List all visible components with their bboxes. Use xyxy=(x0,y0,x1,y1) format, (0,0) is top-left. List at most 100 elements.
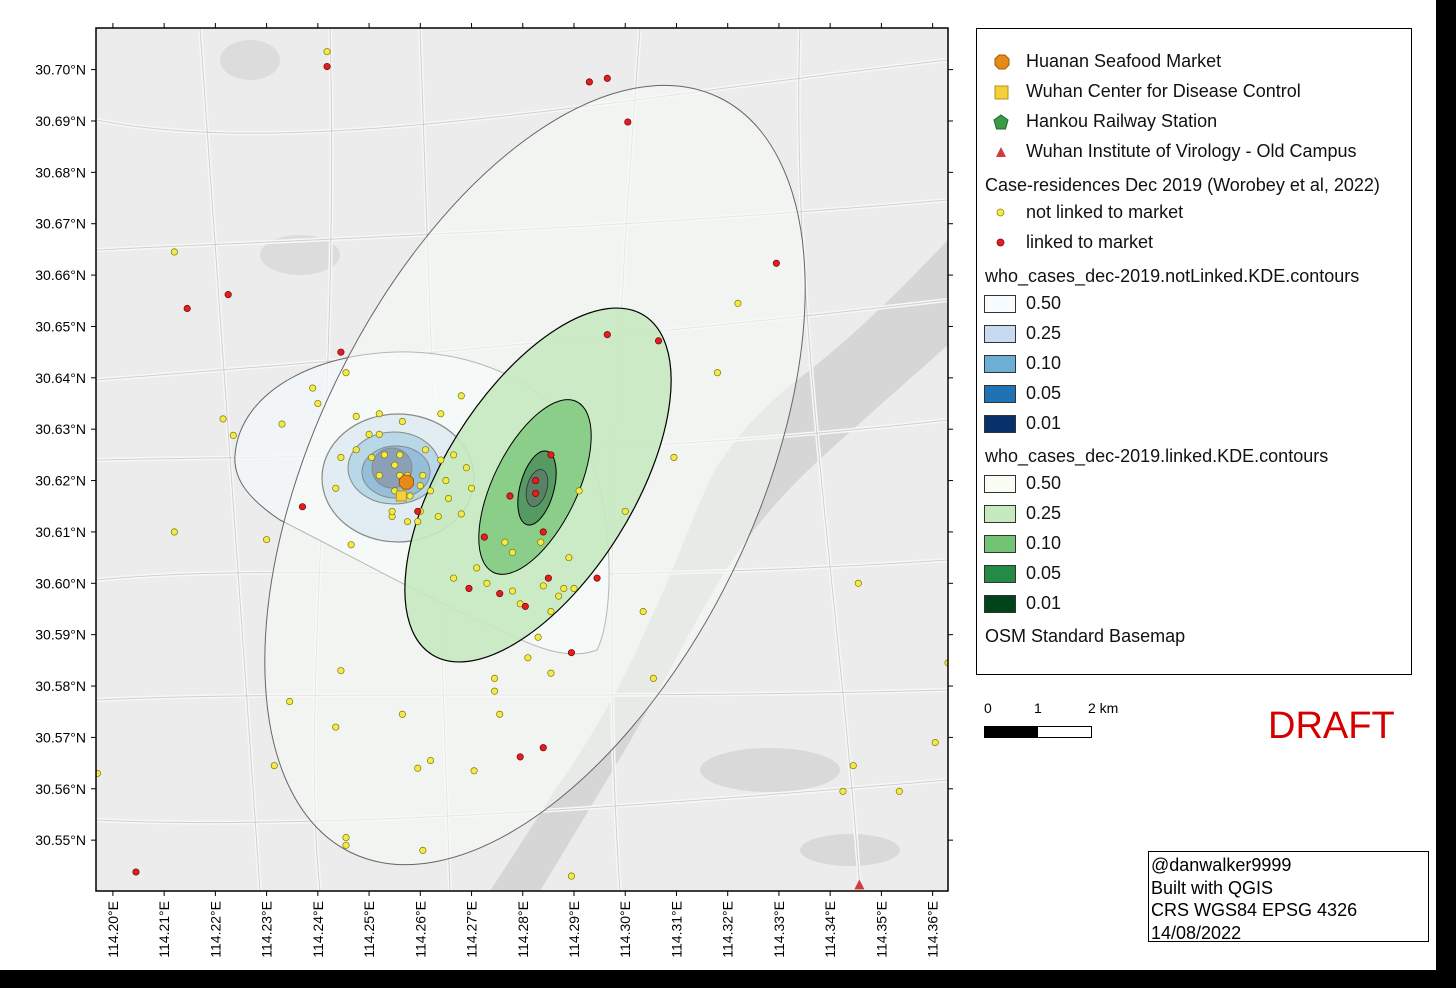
not-linked-case-point xyxy=(337,453,345,461)
map-sheet: 30.70°N 30.69°N 30.68°N 30.67°N 30.66°N 30.65… xyxy=(0,0,1436,970)
not-linked-case-point xyxy=(342,841,350,849)
basemap-lake xyxy=(220,40,280,80)
linked-case-point xyxy=(298,503,307,511)
not-linked-case-point xyxy=(406,492,414,500)
basemap-lake xyxy=(700,748,840,792)
lon-tick-label: 114.27°E xyxy=(464,901,480,958)
wuhan-cdc-marker xyxy=(395,490,407,502)
linked-swatch xyxy=(984,535,1016,553)
not-linked-case-point xyxy=(508,587,517,595)
legend-label: Wuhan Institute of Virology - Old Campus xyxy=(1026,141,1357,161)
lon-tick-label: 114.29°E xyxy=(566,901,582,958)
linked-case-point xyxy=(567,649,575,657)
legend-notlinked-header: who_cases_dec-2019.notLinked.KDE.contour… xyxy=(985,266,1360,286)
linked-case-point xyxy=(183,304,191,313)
not-linked-case-point xyxy=(931,738,939,747)
linked-level-label: 0.10 xyxy=(1026,533,1062,553)
linked-case-point xyxy=(414,507,422,515)
lon-tick-label: 114.32°E xyxy=(720,901,736,958)
linked-case-point xyxy=(496,590,504,598)
lat-tick-label: 30.66°N xyxy=(35,267,86,283)
not-linked-case-point xyxy=(524,654,532,662)
lon-tick-label: 114.28°E xyxy=(515,901,531,958)
basemap-lake xyxy=(260,235,340,275)
lon-tick-label: 114.26°E xyxy=(412,901,428,958)
linked-case-point xyxy=(224,291,232,299)
not-linked-case-point xyxy=(332,484,340,492)
not-linked-case-point xyxy=(170,248,178,256)
linked-case-point xyxy=(323,62,331,71)
not-linked-case-point xyxy=(419,471,427,479)
linked-swatch xyxy=(984,475,1016,493)
not-linked-case-point xyxy=(419,846,427,854)
not-linked-case-point xyxy=(342,834,350,842)
lat-tick-label: 30.65°N xyxy=(35,318,86,334)
credit-tool: Built with QGIS xyxy=(1151,877,1274,898)
lon-tick-label: 114.20°E xyxy=(105,901,121,958)
notlinked-level-label: 0.05 xyxy=(1026,383,1062,403)
not-linked-case-point xyxy=(537,538,545,546)
not-linked-case-point xyxy=(332,723,340,731)
notlinked-swatch xyxy=(984,415,1016,433)
linked-case-point xyxy=(532,477,540,485)
not-linked-case-point xyxy=(396,451,404,459)
lat-tick-label: 30.61°N xyxy=(35,524,86,540)
huanan-market-icon xyxy=(994,54,1010,70)
not-linked-case-point xyxy=(229,431,237,439)
not-linked-case-point xyxy=(534,633,542,641)
linked-case-point xyxy=(506,492,514,500)
notlinked-swatch xyxy=(984,355,1016,373)
lon-tick-label: 114.35°E xyxy=(873,901,889,958)
lat-tick-label: 30.58°N xyxy=(35,678,86,694)
wiv-triangle-icon xyxy=(996,147,1006,157)
linked-case-point xyxy=(593,574,601,582)
legend-label: Wuhan Center for Disease Control xyxy=(1026,81,1301,101)
not-linked-case-point xyxy=(426,487,435,495)
map-frame xyxy=(95,27,949,892)
lon-tick-label: 114.31°E xyxy=(668,901,684,958)
legend-case-header: Case-residences Dec 2019 (Worobey et al,… xyxy=(985,175,1380,195)
not-linked-case-point xyxy=(670,453,678,461)
not-linked-case-point xyxy=(219,415,227,423)
lat-tick-label: 30.57°N xyxy=(35,729,86,745)
not-linked-case-point xyxy=(414,518,422,526)
not-linked-case-point xyxy=(352,446,360,454)
lon-tick-label: 114.30°E xyxy=(617,901,633,958)
linked-case-point xyxy=(539,528,547,536)
scale-label-1: 1 xyxy=(1034,700,1042,716)
not-linked-case-point xyxy=(547,608,555,616)
not-linked-case-point xyxy=(457,392,465,400)
linked-case-point xyxy=(465,584,473,592)
notlinked-level-label: 0.25 xyxy=(1026,323,1062,343)
not-linked-case-point xyxy=(170,528,178,536)
linked-case-point xyxy=(603,74,611,82)
linked-case-point xyxy=(603,331,611,339)
linked-level-label: 0.25 xyxy=(1026,503,1062,523)
not-linked-case-point xyxy=(314,399,322,408)
notlinked-swatch xyxy=(984,295,1016,313)
lat-tick-label: 30.59°N xyxy=(35,627,86,643)
legend-label: linked to market xyxy=(1026,232,1154,252)
not-linked-case-point xyxy=(347,541,355,549)
not-linked-case-point xyxy=(286,697,294,705)
linked-case-point xyxy=(539,744,547,752)
not-linked-case-point xyxy=(380,451,388,459)
not-linked-case-point xyxy=(391,461,399,469)
notlinked-level-label: 0.50 xyxy=(1026,293,1062,313)
legend-linked-header: who_cases_dec-2019.linked.KDE.contours xyxy=(985,446,1329,466)
linked-case-point xyxy=(544,574,552,582)
lon-tick-label: 114.24°E xyxy=(310,901,326,958)
notlinked-level-label: 0.10 xyxy=(1026,353,1062,373)
legend-label: Huanan Seafood Market xyxy=(1026,51,1222,71)
linked-level-label: 0.05 xyxy=(1026,563,1062,583)
not-linked-case-point xyxy=(457,510,465,518)
credit-author: @danwalker9999 xyxy=(1151,855,1292,875)
not-linked-case-point xyxy=(462,464,470,472)
not-linked-case-point xyxy=(508,548,517,557)
linked-case-point xyxy=(480,533,488,541)
lon-tick-label: 114.22°E xyxy=(207,901,223,958)
linked-case-point xyxy=(516,753,524,761)
not-linked-case-point xyxy=(375,471,383,479)
not-linked-case-point xyxy=(575,487,583,495)
lat-tick-label: 30.64°N xyxy=(35,370,86,386)
